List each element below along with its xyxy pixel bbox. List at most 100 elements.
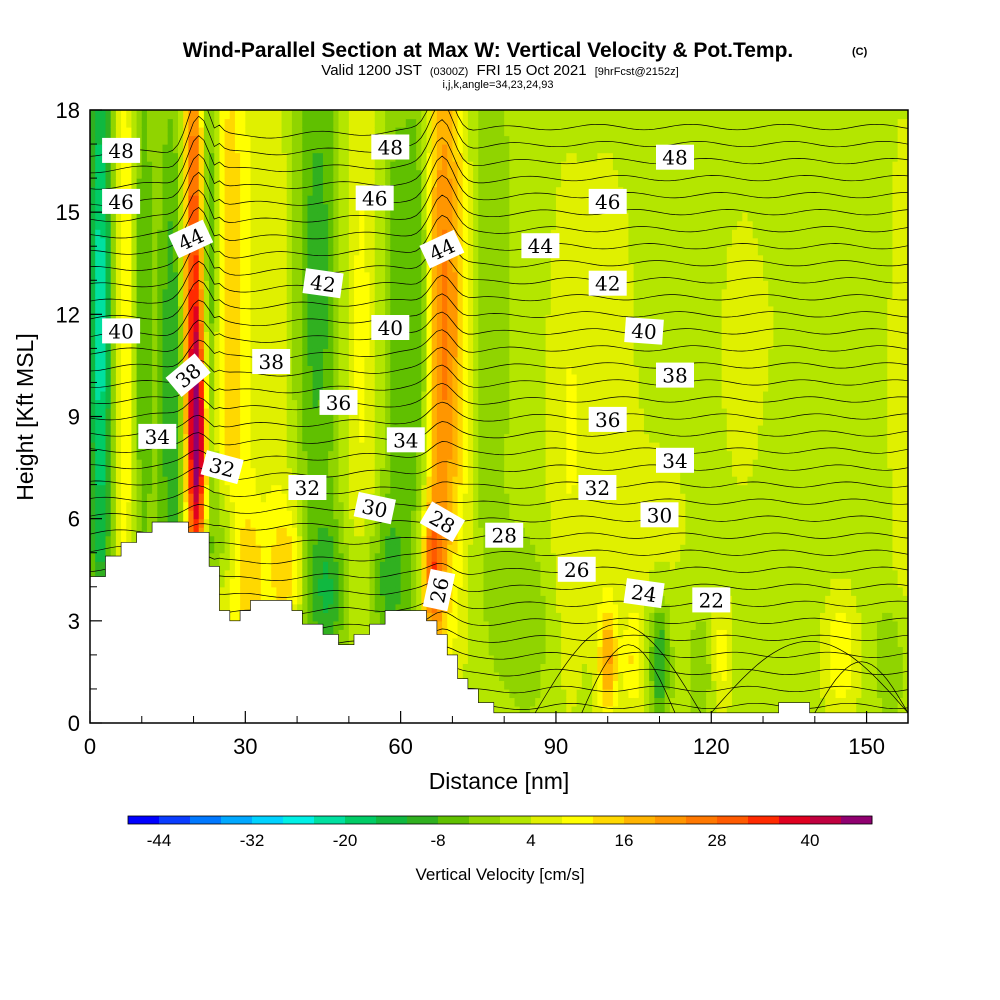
w-cell [194,204,200,213]
w-cell [276,468,282,477]
w-cell [411,331,417,340]
w-cell [183,468,189,477]
w-cell [406,289,412,298]
w-cell [375,272,381,281]
w-cell [90,238,96,247]
w-cell [370,340,376,349]
w-cell [121,127,127,136]
w-cell [282,127,288,136]
w-cell [406,280,412,289]
w-cell [318,374,324,383]
w-cell [116,459,122,468]
w-cell [292,212,298,221]
w-cell [147,280,153,289]
w-cell [359,161,365,170]
w-cell [411,391,417,400]
w-cell [100,485,106,494]
w-cell [354,561,360,570]
w-cell [328,612,334,621]
w-cell [256,442,262,451]
w-cell [395,519,401,528]
w-cell [261,417,267,426]
w-cell [349,212,355,221]
w-cell [344,612,350,621]
w-cell [318,561,324,570]
w-cell [282,485,288,494]
w-cell [359,340,365,349]
w-cell [323,536,329,545]
w-cell [339,442,345,451]
w-cell [359,434,365,443]
w-cell [131,502,137,511]
w-cell [90,561,96,570]
w-cell [416,255,422,264]
w-cell [204,331,210,340]
w-cell [437,212,443,221]
w-cell [245,119,251,128]
w-cell [245,561,251,570]
w-cell [106,527,112,536]
w-cell [432,442,438,451]
w-cell [375,476,381,485]
w-cell [188,255,194,264]
w-cell [339,451,345,460]
w-cell [116,255,122,264]
w-cell [390,561,396,570]
w-cell [333,136,339,145]
w-cell [276,153,282,162]
w-cell [370,468,376,477]
w-cell [395,399,401,408]
w-cell [204,263,210,272]
w-cell [225,595,231,604]
w-cell [333,297,339,306]
w-cell [292,570,298,579]
w-cell [349,365,355,374]
w-cell [437,331,443,340]
w-cell [271,221,277,230]
w-cell [328,536,334,545]
w-cell [307,246,313,255]
w-cell [194,493,200,502]
w-cell [214,340,220,349]
w-cell [359,382,365,391]
w-cell [427,553,433,562]
w-cell [421,212,427,221]
w-cell [328,357,334,366]
w-cell [100,263,106,272]
w-cell [250,170,256,179]
w-cell [188,263,194,272]
w-cell [214,527,220,536]
w-cell [157,306,163,315]
w-cell [390,587,396,596]
w-cell [95,170,101,179]
w-cell [142,280,148,289]
w-cell [235,136,241,145]
w-cell [100,476,106,485]
w-cell [375,119,381,128]
w-cell [323,374,329,383]
w-cell [292,434,298,443]
w-cell [375,408,381,417]
w-cell [447,621,453,630]
w-cell [250,161,256,170]
w-cell [333,212,339,221]
w-cell [225,204,231,213]
w-cell [271,476,277,485]
w-cell [427,493,433,502]
w-cell [111,417,117,426]
w-cell [90,170,96,179]
w-cell [152,187,158,196]
w-cell [199,382,205,391]
w-cell [333,340,339,349]
w-cell [323,527,329,536]
w-cell [106,255,112,264]
w-cell [266,451,272,460]
w-cell [411,144,417,153]
w-cell [209,502,215,511]
w-cell [427,476,433,485]
w-cell [256,331,262,340]
w-cell [147,119,153,128]
w-cell [256,110,262,119]
w-cell [401,391,407,400]
w-cell [95,408,101,417]
